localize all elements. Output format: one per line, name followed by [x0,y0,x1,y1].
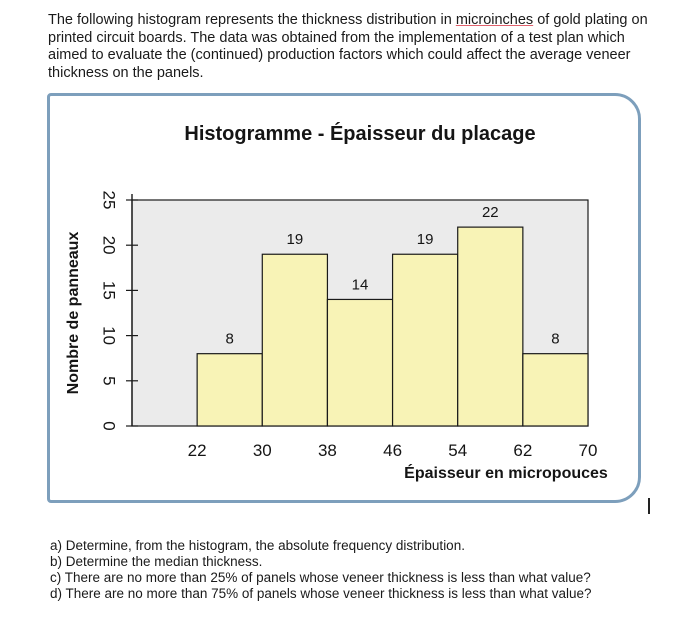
bar-value-label: 14 [352,276,369,293]
bar-value-label: 19 [417,231,434,248]
histogram-card: Histogramme - Épaisseur du placage 0 5 10 1… [47,93,641,503]
x-tick-label: 46 [383,441,402,460]
question-c: c) There are no more than 25% of panels … [50,570,591,585]
histogram-bar [196,353,263,427]
question-a: a) Determine, from the histogram, the ab… [50,538,465,553]
x-tick-label: 30 [253,441,272,460]
bar-value-label: 19 [287,231,304,248]
x-axis-title: Épaisseur en micropouces [404,463,608,482]
intro-text-part2: of gold plating on printed circuit board… [48,12,648,81]
intro-text-part1: The following histogram represents the t… [48,12,456,28]
histogram-chart: Histogramme - Épaisseur du placage 0 5 10 1… [65,122,608,482]
x-tick-label: 70 [579,441,598,460]
x-tick-label: 54 [448,441,467,460]
questions-list: a) Determine, from the histogram, the ab… [50,538,670,602]
x-tick-label: 38 [318,441,337,460]
y-tick-label: 20 [100,236,119,255]
histogram-bar [457,226,524,427]
histogram-bar [261,253,329,427]
intro-highlight: microinches [455,12,534,28]
histogram-bar [391,253,459,427]
x-tick-label: 62 [513,441,532,460]
question-d: d) There are no more than 75% of panels … [50,586,592,601]
question-b: b) Determine the median thickness. [50,554,263,569]
y-axis-title: Nombre de panneaux [65,232,82,395]
intro-text: The following histogram represents the t… [48,12,668,82]
y-tick-label: 15 [100,281,119,300]
y-tick-label: 10 [100,326,119,345]
histogram-bar [326,298,394,427]
y-tick-label: 0 [100,421,119,430]
bar-value-label: 22 [482,204,499,221]
bar-value-label: 8 [226,331,234,348]
bar-value-label: 8 [551,331,559,348]
y-tick-label: 25 [100,191,119,210]
x-tick-label: 22 [188,441,207,460]
chart-title: Histogramme - Épaisseur du placage [184,122,535,145]
edge-mark [648,498,650,514]
y-tick-label: 5 [100,376,119,385]
histogram-bar [522,353,589,427]
